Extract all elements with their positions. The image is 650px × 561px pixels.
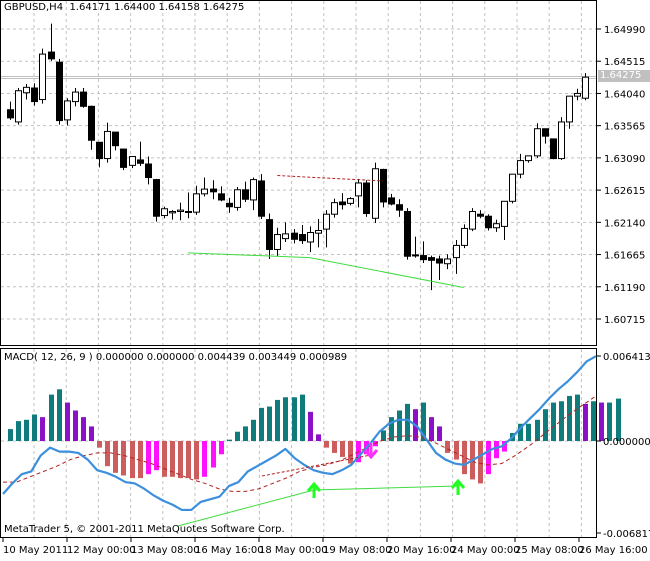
macd-tick-label: 0.006413 (603, 352, 650, 363)
symbol-label: GBPUSD,H4 (4, 2, 64, 13)
macd-grid (1, 349, 596, 537)
price-tick-label: 1.64040 (604, 89, 645, 100)
symbol-label-group: GBPUSD,H4 1.64171 1.64400 1.64158 1.6427… (4, 2, 244, 14)
price-tick-label: 1.62615 (604, 186, 645, 197)
sell-arrow-icon (363, 443, 379, 460)
price-tick-label: 1.63090 (604, 154, 645, 165)
price-tick-label: 1.60715 (604, 315, 645, 326)
buy-arrow-icon (450, 478, 466, 495)
price-tick-label: 1.62140 (604, 218, 645, 229)
price-tick-label: 1.64990 (604, 25, 645, 36)
ohlc-label: 1.64171 1.64400 1.64158 1.64275 (69, 2, 245, 13)
price-axis[interactable]: 1.64990 1.64515 1.64040 1.63565 1.63090 1.626… (597, 25, 645, 326)
price-tick-label: 1.64515 (604, 57, 645, 68)
current-price-label: 1.64275 (598, 70, 650, 82)
macd-title: MACD( 12, 26, 9 ) 0.000000 0.000000 0.00… (4, 352, 348, 363)
price-tick-label: 1.61665 (604, 251, 645, 262)
copyright-label: MetaTrader 5, © 2001-2011 MetaQuotes Sof… (4, 524, 285, 535)
time-tick-label: 13 May 08:00 (131, 545, 200, 556)
time-tick-label: 10 May 2011 (3, 545, 68, 556)
time-tick-label: 20 May 16:00 (387, 545, 456, 556)
buy-arrow-icon (306, 481, 322, 498)
time-tick-label: 19 May 08:00 (323, 545, 392, 556)
time-tick-label: 25 May 08:00 (515, 545, 584, 556)
time-tick-label: 12 May 00:00 (67, 545, 136, 556)
divergence-lines-macd (177, 454, 459, 527)
time-tick-label: 26 May 16:00 (579, 545, 648, 556)
candlesticks (7, 23, 589, 291)
macd-lines (2, 355, 597, 512)
current-price-line (1, 76, 596, 80)
time-tick-label: 18 May 00:00 (259, 545, 328, 556)
time-tick-label: 24 May 00:00 (451, 545, 520, 556)
price-tick-label: 1.61190 (604, 283, 645, 294)
time-tick-label: 16 May 16:00 (195, 545, 264, 556)
macd-window[interactable] (0, 348, 622, 538)
macd-axis[interactable]: 0.006413 0.000000 -0.006817 (597, 352, 650, 540)
price-tick-label: 1.63565 (604, 122, 645, 133)
macd-tick-label: 0.000000 (603, 437, 650, 448)
divergence-lines-price (188, 175, 464, 288)
macd-histogram (8, 389, 621, 484)
signal-arrows (306, 443, 466, 498)
macd-tick-label: -0.006817 (603, 529, 650, 540)
main-price-window[interactable] (0, 0, 597, 346)
